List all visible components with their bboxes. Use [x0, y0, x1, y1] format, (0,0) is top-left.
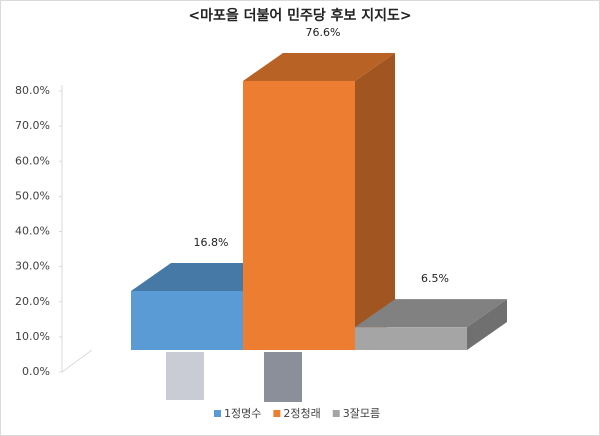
bar-side: [467, 299, 507, 350]
candidate-photo: [264, 352, 302, 402]
floor-edge: [61, 349, 93, 373]
chart-title: <마포을 더불어 민주당 후보 지지도>: [188, 7, 411, 24]
y-tick-label: 70.0%: [15, 119, 50, 132]
y-tick-label: 50.0%: [15, 189, 50, 202]
legend-label: 2정청래: [283, 407, 320, 420]
legend-swatch: [214, 410, 221, 417]
legend-swatch: [332, 410, 340, 417]
bar: [243, 80, 355, 350]
value-label: 6.5%: [421, 272, 449, 285]
legend-label: 1정명수: [224, 407, 261, 420]
y-tick-label: 40.0%: [15, 225, 50, 238]
candidate-photo: [166, 352, 204, 400]
bar: [131, 290, 243, 350]
bar-top: [243, 52, 395, 81]
y-tick-label: 30.0%: [15, 260, 50, 273]
y-tick-label: 60.0%: [15, 154, 50, 167]
bar-side: [355, 52, 395, 350]
value-label: 76.6%: [306, 26, 341, 39]
value-label: 16.8%: [194, 236, 229, 249]
legend-swatch: [273, 410, 281, 417]
y-tick-label: 0.0%: [22, 365, 50, 378]
legend-label: 3잘모름: [343, 407, 380, 420]
y-tick-label: 10.0%: [15, 330, 50, 343]
y-tick-label: 80.0%: [15, 84, 50, 97]
bar-top: [355, 299, 507, 328]
bar: [355, 327, 467, 350]
y-tick-label: 20.0%: [15, 295, 50, 308]
